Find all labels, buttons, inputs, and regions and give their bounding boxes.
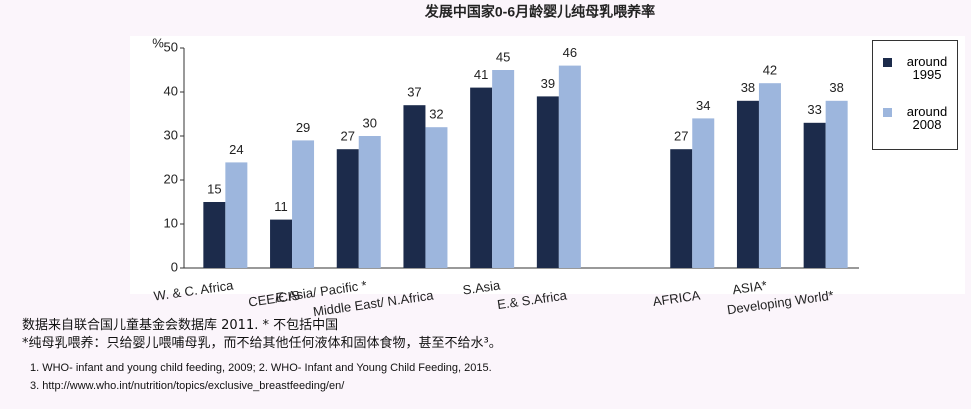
legend-swatch (883, 108, 892, 117)
y-tick-label: 50 (164, 39, 178, 54)
data-label: 38 (829, 80, 843, 95)
data-label: 41 (474, 67, 488, 82)
data-label: 46 (563, 45, 577, 60)
note: 数据来自联合国儿童基金会数据库 2011. * 不包括中国 (22, 318, 339, 333)
bar (270, 219, 293, 268)
legend-label: around 1995 (906, 54, 948, 82)
bar (758, 83, 781, 268)
reference: 1. WHO- infant and young child feeding, … (30, 362, 492, 374)
bar (536, 96, 559, 269)
data-label: 24 (229, 142, 243, 157)
data-label: 27 (674, 129, 688, 144)
x-tick-label: AFRICA (652, 287, 702, 309)
legend-label: around 2008 (906, 104, 948, 132)
data-label: 38 (741, 80, 755, 95)
bar (803, 122, 826, 268)
y-tick-label: 40 (164, 83, 178, 98)
x-tick-label: S.Asia (462, 277, 502, 297)
legend-item: around 2008 (883, 105, 956, 131)
bar (336, 149, 359, 268)
y-tick-label: 30 (164, 127, 178, 142)
bar (670, 149, 693, 268)
data-label: 45 (496, 49, 510, 64)
bar (425, 127, 448, 268)
data-label: 33 (807, 102, 821, 117)
y-tick-label: 20 (164, 171, 178, 186)
bar (825, 100, 848, 268)
data-label: 42 (763, 63, 777, 78)
bar (292, 140, 315, 268)
bar (225, 162, 248, 268)
bar (558, 65, 581, 268)
data-label: 37 (407, 85, 421, 100)
y-tick-label: 10 (164, 215, 178, 230)
data-label: 30 (363, 115, 377, 130)
data-label: 39 (541, 76, 555, 91)
bar (492, 70, 515, 268)
bar (358, 136, 381, 268)
bar (470, 87, 493, 268)
data-label: 11 (274, 199, 288, 214)
x-tick-label: ASIA* (731, 278, 767, 298)
data-label: 34 (696, 98, 710, 113)
data-label: 15 (207, 181, 221, 196)
data-label: 32 (429, 107, 443, 122)
bar (403, 105, 426, 268)
legend: around 1995 around 2008 (872, 40, 958, 150)
x-tick-label: CEE/CIS (247, 287, 301, 309)
data-label: 27 (341, 129, 355, 144)
y-axis-label: % (152, 35, 164, 50)
legend-item: around 1995 (883, 55, 956, 81)
reference: 3. http://www.who.int/nutrition/topics/e… (30, 380, 345, 392)
legend-swatch (883, 58, 892, 67)
y-tick-label: 0 (171, 259, 178, 274)
note: *纯母乳喂养：只给婴儿喂哺母乳，而不给其他任何液体和固体食物，甚至不给水³。 (22, 336, 502, 351)
bar (203, 202, 226, 268)
bar (692, 118, 715, 269)
bar (736, 100, 759, 268)
data-label: 29 (296, 120, 310, 135)
chart-title: 发展中国家0-6月龄婴儿纯母乳喂养率 (424, 4, 655, 20)
